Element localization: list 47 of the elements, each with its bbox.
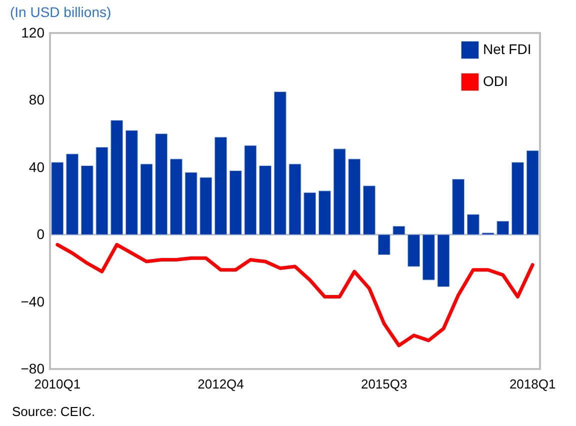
- bar: [526, 150, 539, 235]
- legend-label: Net FDI: [483, 41, 532, 57]
- y-axis-title: (In USD billions): [10, 4, 112, 20]
- source-note: Source: CEIC.: [12, 404, 96, 419]
- bar: [496, 220, 510, 235]
- bar: [170, 158, 182, 235]
- bar: [66, 154, 78, 235]
- y-tick-label: 80: [28, 92, 45, 108]
- y-tick-label: 40: [28, 158, 45, 175]
- legend-label: ODI: [483, 73, 508, 89]
- bar: [392, 226, 406, 235]
- bar: [274, 92, 286, 235]
- x-tick-label: 2010Q1: [34, 376, 81, 392]
- bar: [452, 178, 465, 235]
- bar: [184, 172, 198, 235]
- bar: [200, 177, 212, 235]
- bar: [125, 130, 138, 235]
- bar: [466, 214, 480, 235]
- bar: [348, 158, 361, 235]
- bar: [378, 234, 390, 256]
- bar: [288, 164, 302, 235]
- y-tick-label: 0: [36, 226, 45, 242]
- bar: [80, 165, 94, 235]
- y-tick-label: −80: [20, 360, 45, 376]
- bar: [96, 146, 108, 235]
- bar: [110, 120, 124, 235]
- bar: [51, 162, 64, 235]
- bar: [140, 164, 153, 235]
- bar: [363, 186, 376, 235]
- bar: [333, 148, 346, 235]
- x-tick-label: 2018Q1: [509, 376, 556, 392]
- x-tick-label: 2012Q4: [198, 376, 244, 392]
- bar: [512, 162, 524, 235]
- bar: [214, 136, 227, 235]
- bar: [408, 234, 420, 267]
- bar: [318, 190, 331, 235]
- bar: [229, 170, 242, 235]
- y-tick-label: −40: [20, 293, 45, 310]
- bar: [422, 234, 435, 280]
- line-series: [56, 242, 534, 348]
- bar: [304, 192, 316, 235]
- bar: [437, 234, 450, 287]
- y-tick-label: 120: [21, 24, 45, 40]
- bar: [259, 165, 272, 235]
- bar: [244, 145, 257, 235]
- bar: [155, 134, 168, 235]
- x-tick-label: 2015Q3: [360, 376, 408, 392]
